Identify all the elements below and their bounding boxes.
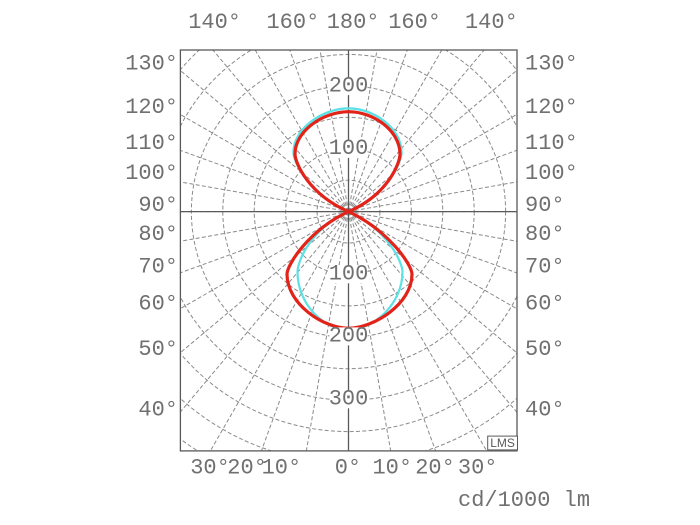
- svg-text:100°: 100°: [525, 161, 578, 186]
- svg-text:110°: 110°: [525, 131, 578, 156]
- svg-text:60°: 60°: [138, 291, 178, 316]
- svg-text:40°: 40°: [525, 398, 565, 423]
- svg-text:90°: 90°: [138, 193, 178, 218]
- svg-text:cd/1000 lm: cd/1000 lm: [458, 488, 590, 513]
- svg-text:20°: 20°: [415, 456, 455, 481]
- svg-text:130°: 130°: [525, 52, 578, 77]
- svg-text:60°: 60°: [525, 291, 565, 316]
- svg-text:50°: 50°: [525, 337, 565, 362]
- svg-text:120°: 120°: [525, 95, 578, 120]
- svg-text:100: 100: [329, 136, 369, 161]
- svg-text:140°: 140°: [188, 10, 241, 35]
- svg-text:120°: 120°: [125, 95, 178, 120]
- svg-text:110°: 110°: [125, 131, 178, 156]
- svg-text:200: 200: [329, 73, 369, 98]
- svg-text:0°: 0°: [335, 456, 361, 481]
- svg-text:50°: 50°: [138, 337, 178, 362]
- svg-text:180°: 180°: [327, 10, 380, 35]
- svg-text:40°: 40°: [138, 398, 178, 423]
- svg-text:70°: 70°: [138, 254, 178, 279]
- svg-text:140°: 140°: [465, 10, 518, 35]
- svg-text:130°: 130°: [125, 52, 178, 77]
- svg-text:LMS: LMS: [490, 436, 515, 450]
- svg-text:100: 100: [329, 262, 369, 287]
- svg-text:300: 300: [329, 387, 369, 412]
- svg-text:90°: 90°: [525, 193, 565, 218]
- svg-text:30°: 30°: [458, 456, 498, 481]
- svg-text:80°: 80°: [525, 222, 565, 247]
- svg-text:10°: 10°: [372, 456, 412, 481]
- svg-text:80°: 80°: [138, 222, 178, 247]
- svg-text:160°: 160°: [388, 10, 441, 35]
- svg-text:30°: 30°: [190, 456, 230, 481]
- svg-text:200: 200: [329, 324, 369, 349]
- svg-text:70°: 70°: [525, 254, 565, 279]
- svg-text:10°: 10°: [262, 456, 302, 481]
- svg-text:160°: 160°: [266, 10, 319, 35]
- svg-text:100°: 100°: [125, 161, 178, 186]
